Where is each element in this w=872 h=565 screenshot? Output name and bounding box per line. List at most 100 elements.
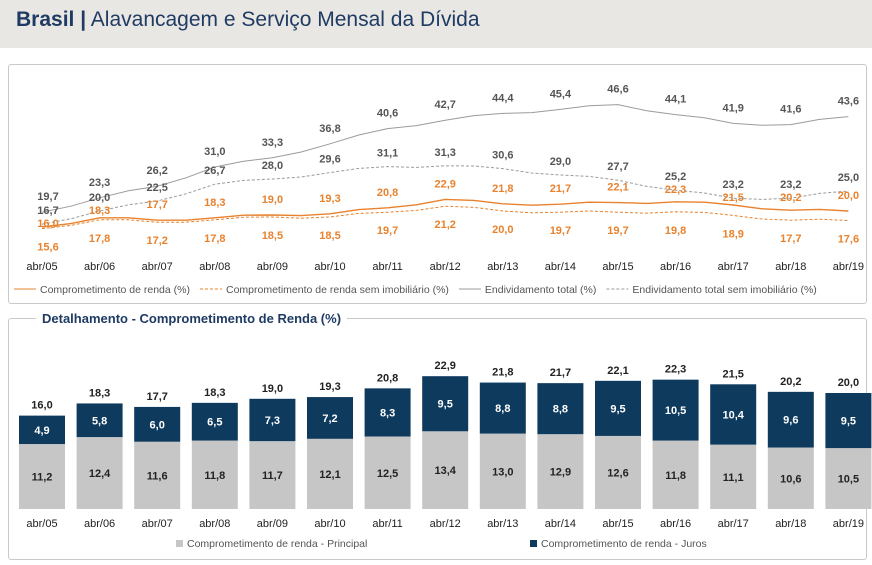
data-label: 41,9 [722, 102, 743, 114]
bar-juros [595, 380, 641, 436]
data-label: 41,6 [780, 104, 801, 116]
data-label: 26,2 [146, 165, 167, 177]
bar-principal [191, 440, 238, 509]
bar-label-juros: 9,5 [438, 399, 453, 411]
x-tick-label: abr/10 [314, 261, 345, 273]
x-tick-label: abr/13 [487, 518, 518, 530]
bar-label-juros: 6,5 [207, 417, 222, 429]
bar-label-principal: 10,6 [780, 473, 801, 485]
x-tick-label: abr/09 [257, 518, 288, 530]
title-text: Alavancagem e Serviço Mensal da Dívida [90, 8, 480, 31]
x-tick-label: abr/19 [833, 518, 864, 530]
data-label: 17,2 [146, 235, 167, 247]
data-label: 25,0 [838, 172, 859, 184]
x-tick-label: abr/07 [142, 261, 173, 273]
x-tick-label: abr/14 [545, 518, 576, 530]
legend-label: Endividamento total (%) [485, 284, 596, 296]
bar-label-principal: 12,1 [319, 469, 340, 481]
bar-juros [134, 406, 181, 442]
bar-label-juros: 10,4 [722, 409, 744, 421]
data-label: 36,8 [319, 123, 340, 135]
bar-label-principal: 11,2 [32, 472, 53, 484]
data-label: 19,7 [607, 225, 628, 237]
bar-juros [479, 382, 526, 434]
bar-juros [537, 383, 584, 435]
bar-principal [767, 447, 814, 509]
bar-principal [479, 433, 526, 509]
data-label: 18,5 [319, 230, 340, 242]
data-label: 16,0 [37, 218, 58, 230]
x-tick-label: abr/11 [372, 261, 402, 273]
data-label: 29,0 [550, 156, 571, 168]
bar-label-principal: 11,8 [204, 470, 225, 482]
bar-juros [652, 379, 699, 441]
bar-total-label: 20,2 [780, 376, 801, 388]
line-series-1 [41, 205, 849, 230]
bar-juros [710, 384, 757, 445]
bar-label-principal: 11,1 [723, 472, 744, 484]
x-tick-label: abr/05 [26, 518, 57, 530]
bar-label-principal: 13,0 [492, 466, 513, 478]
bar-label-principal: 11,7 [262, 470, 283, 482]
line-chart-panel [8, 64, 867, 304]
bar-principal [595, 435, 641, 509]
bar-principal [710, 444, 757, 509]
legend-swatch [176, 540, 183, 547]
bar-label-principal: 12,5 [377, 468, 398, 480]
bar-total-label: 22,3 [665, 364, 686, 376]
data-label: 19,7 [550, 225, 571, 237]
data-label: 17,7 [146, 199, 167, 211]
separator: | [80, 8, 87, 31]
x-tick-label: abr/08 [199, 518, 230, 530]
data-label: 19,7 [377, 225, 398, 237]
bar-principal [364, 436, 411, 509]
bar-total-label: 20,0 [838, 377, 859, 389]
bar-label-juros: 10,5 [665, 405, 686, 417]
bar-chart-title: Detalhamento - Comprometimento de Renda … [36, 311, 348, 326]
bar-total-label: 21,7 [550, 367, 571, 379]
data-label: 19,8 [665, 225, 686, 237]
data-label: 44,1 [665, 94, 686, 106]
data-label: 31,0 [204, 146, 225, 158]
data-label: 17,8 [89, 233, 110, 245]
page-title: Brasil | Alavancagem e Serviço Mensal da… [16, 8, 480, 32]
legend-label: Comprometimento de renda (%) [40, 284, 190, 296]
x-tick-label: abr/11 [372, 518, 402, 530]
data-label: 20,0 [89, 192, 110, 204]
bar-juros [249, 398, 296, 442]
bar-total-label: 22,1 [607, 365, 628, 377]
data-label: 46,6 [607, 84, 628, 96]
bar-label-juros: 8,3 [380, 407, 395, 419]
data-label: 17,8 [204, 233, 225, 245]
data-label: 31,3 [434, 147, 455, 159]
data-label: 19,3 [319, 193, 340, 205]
data-label: 22,9 [434, 178, 455, 190]
x-tick-label: abr/19 [833, 261, 864, 273]
data-label: 26,7 [204, 165, 225, 177]
x-tick-label: abr/16 [660, 261, 691, 273]
data-label: 31,1 [377, 148, 398, 160]
data-label: 20,0 [492, 224, 513, 236]
data-label: 20,8 [377, 187, 398, 199]
bar-label-juros: 6,0 [150, 419, 165, 431]
data-label: 23,2 [722, 179, 743, 191]
bar-total-label: 21,8 [492, 367, 513, 379]
data-label: 27,7 [607, 161, 628, 173]
title-bar: Brasil | Alavancagem e Serviço Mensal da… [0, 0, 872, 48]
data-label: 19,0 [262, 194, 283, 206]
x-tick-label: abr/18 [775, 518, 806, 530]
bar-principal [537, 434, 584, 509]
x-tick-label: abr/12 [430, 518, 461, 530]
x-tick-label: abr/07 [142, 518, 173, 530]
line-series-2 [41, 104, 849, 213]
data-label: 21,2 [434, 219, 455, 231]
bar-label-principal: 12,4 [89, 468, 111, 480]
bar-label-principal: 10,5 [838, 474, 859, 486]
bar-total-label: 18,3 [204, 387, 225, 399]
bar-juros [767, 391, 814, 448]
bar-principal [825, 448, 872, 509]
data-label: 28,0 [262, 160, 283, 172]
bar-principal [652, 440, 699, 509]
brand: Brasil [16, 8, 75, 31]
x-tick-label: abr/09 [257, 261, 288, 273]
